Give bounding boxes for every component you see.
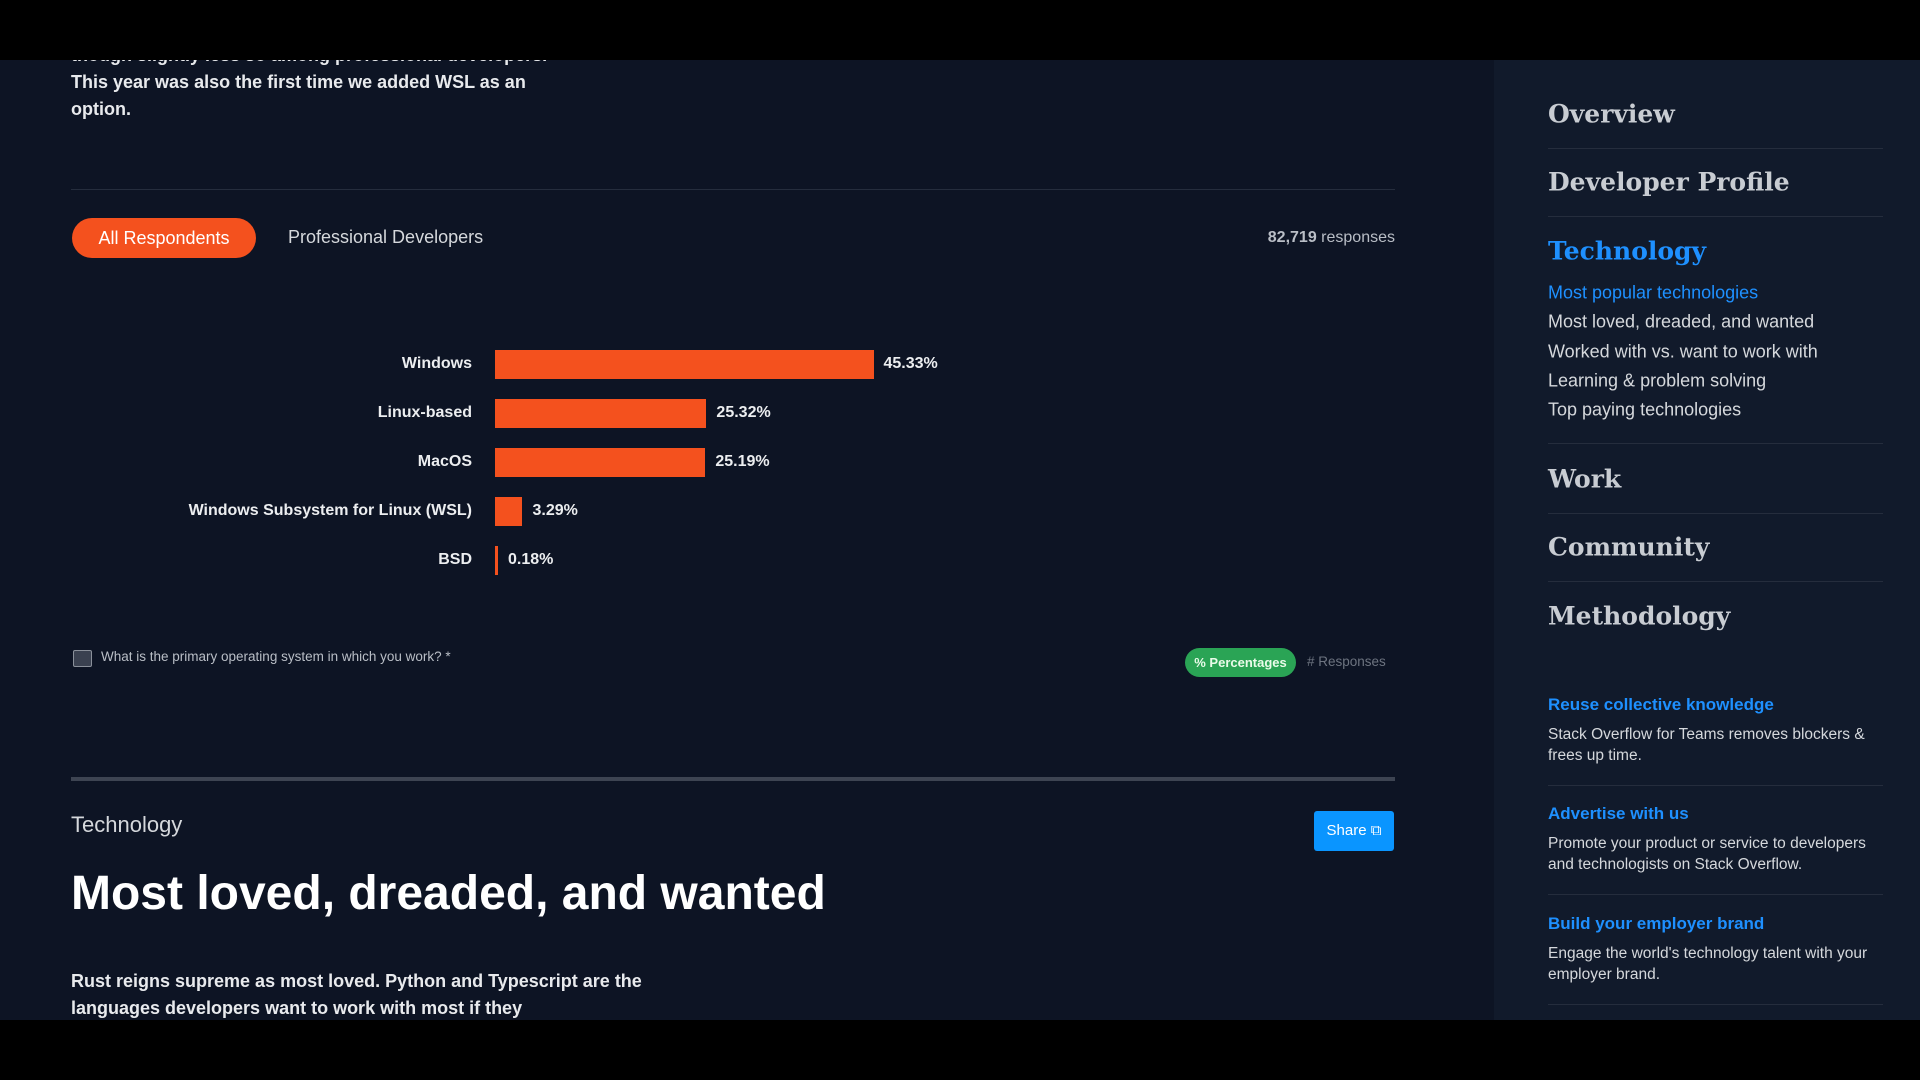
category-label: Windows [401, 355, 472, 372]
subnav-item[interactable]: Top paying technologies [1548, 399, 1742, 420]
nav-item[interactable]: Technology [1548, 236, 1707, 266]
nav-item[interactable]: Methodology [1548, 601, 1731, 631]
separator [1548, 148, 1883, 149]
toggle-option[interactable]: # Responses [1307, 654, 1386, 669]
responses-label: responses [1321, 229, 1395, 246]
category-label: BSD [438, 551, 472, 568]
separator [1548, 894, 1883, 895]
subnav-item[interactable]: Worked with vs. want to work with [1548, 341, 1818, 362]
promo-title[interactable]: Advertise with us [1548, 804, 1689, 823]
sidebar [1494, 0, 1920, 1080]
subnav-item[interactable]: Most loved, dreaded, and wanted [1548, 311, 1815, 332]
subnav-item[interactable]: Learning & problem solving [1548, 370, 1767, 391]
responses-count: 82,719 [1267, 229, 1317, 246]
section-kicker: Technology [71, 812, 183, 837]
value-label: 25.19% [715, 453, 770, 470]
divider [71, 189, 1395, 190]
category-label: Linux-based [377, 404, 472, 421]
promo-text: Engage the world's technology talent wit… [1548, 945, 1868, 983]
value-label: 3.29% [532, 502, 578, 519]
value-label: 0.18% [508, 551, 554, 568]
category-label: Windows Subsystem for Linux (WSL) [188, 502, 472, 519]
separator [1548, 443, 1883, 444]
question: What is the primary operating system in … [101, 649, 451, 664]
subnav-item[interactable]: Most popular technologies [1548, 282, 1759, 303]
section-heading: Most loved, dreaded, and wanted [71, 867, 826, 920]
category-label: MacOS [417, 453, 472, 470]
share-button[interactable]: Share ⧉ [1314, 811, 1394, 851]
bar [495, 497, 523, 526]
promo-title[interactable]: Reuse collective knowledge [1548, 695, 1774, 714]
separator [1548, 581, 1883, 582]
bar [495, 350, 874, 379]
separator [1548, 785, 1883, 786]
promo-title[interactable]: Build your employer brand [1548, 914, 1765, 933]
letterbox-top [0, 0, 1920, 60]
bar [495, 546, 498, 575]
responses: 82,719 responses [1268, 229, 1395, 247]
separator [1548, 216, 1883, 217]
value-label: 25.32% [716, 404, 771, 421]
bar [495, 448, 706, 477]
tab[interactable]: Professional Developers [288, 227, 484, 247]
section-divider [71, 777, 1395, 781]
nav-item[interactable]: Developer Profile [1548, 167, 1790, 197]
nav-item[interactable]: Overview [1548, 99, 1675, 129]
toggle-option[interactable]: % Percentages [1185, 648, 1296, 677]
bar [495, 399, 707, 428]
question-icon [73, 650, 92, 667]
promo-text: Stack Overflow for Teams removes blocker… [1548, 726, 1865, 764]
tab[interactable]: All Respondents [72, 218, 256, 258]
section-text: Rust reigns supreme as most loved. Pytho… [71, 971, 642, 1018]
separator [1548, 513, 1883, 514]
share-label: Share [1326, 822, 1367, 839]
value-label: 45.33% [883, 355, 938, 372]
separator [1548, 1004, 1883, 1005]
letterbox-bottom [0, 1020, 1920, 1080]
nav-item[interactable]: Community [1548, 532, 1710, 562]
promo-text: Promote your product or service to devel… [1548, 835, 1866, 873]
nav-item[interactable]: Work [1548, 464, 1622, 494]
